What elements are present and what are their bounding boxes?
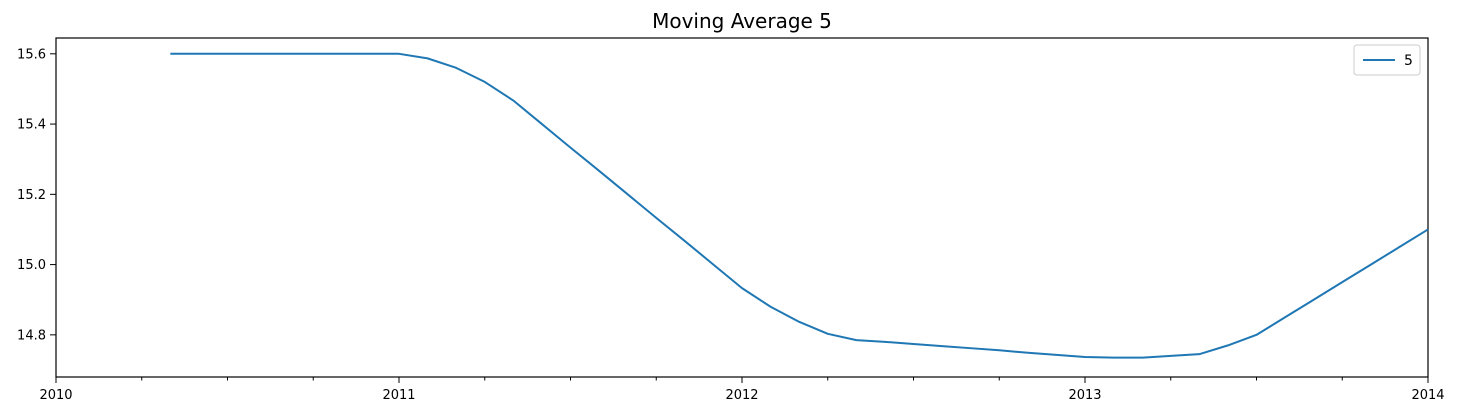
series-line (170, 52, 1429, 359)
y-tick-label: 15.4 (17, 118, 46, 133)
y-tick-label: 15.6 (17, 47, 46, 62)
x-tick-label: 2013 (1068, 388, 1101, 403)
x-tick-label: 2014 (1411, 388, 1444, 403)
legend-label: 5 (1404, 53, 1413, 69)
x-tick-label: 2012 (725, 388, 758, 403)
y-tick-label: 14.8 (17, 328, 46, 343)
chart-title: Moving Average 5 (652, 9, 832, 33)
y-tick-label: 15.0 (17, 258, 46, 273)
plot-frame (55, 37, 1429, 378)
x-tick-label: 2011 (382, 388, 415, 403)
x-tick-label: 2010 (39, 388, 72, 403)
y-tick-label: 15.2 (17, 188, 46, 203)
